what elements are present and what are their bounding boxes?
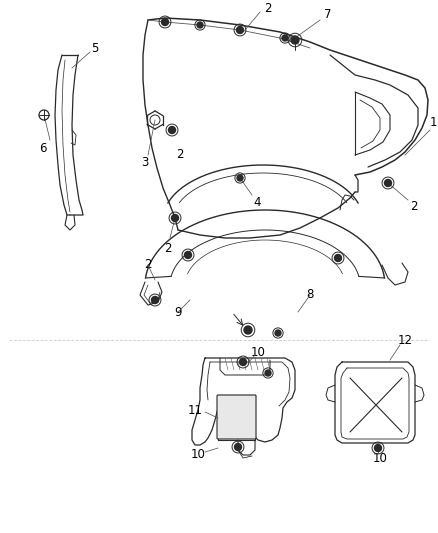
Text: 2: 2 — [144, 259, 152, 271]
Text: 6: 6 — [39, 141, 47, 155]
Text: 1: 1 — [429, 116, 437, 128]
Circle shape — [184, 252, 191, 259]
Circle shape — [162, 19, 169, 26]
FancyBboxPatch shape — [217, 395, 256, 439]
Circle shape — [237, 175, 243, 181]
Circle shape — [275, 330, 281, 336]
Text: 12: 12 — [398, 334, 413, 346]
Text: 2: 2 — [176, 149, 184, 161]
Circle shape — [169, 126, 176, 133]
Circle shape — [240, 359, 247, 366]
Text: 5: 5 — [91, 42, 99, 54]
Text: 2: 2 — [264, 2, 272, 14]
Circle shape — [172, 214, 179, 222]
Text: 9: 9 — [174, 305, 182, 319]
Circle shape — [234, 443, 241, 450]
Text: 2: 2 — [410, 200, 418, 214]
Text: 10: 10 — [191, 448, 205, 462]
Text: 8: 8 — [306, 288, 314, 302]
Text: 10: 10 — [373, 451, 388, 464]
Text: 3: 3 — [141, 157, 148, 169]
Circle shape — [374, 445, 381, 451]
Text: 11: 11 — [187, 403, 202, 416]
Circle shape — [385, 180, 392, 187]
Text: 10: 10 — [251, 345, 265, 359]
Circle shape — [244, 326, 252, 334]
Text: 2: 2 — [164, 241, 172, 254]
Circle shape — [197, 22, 203, 28]
Circle shape — [265, 370, 271, 376]
Circle shape — [282, 35, 288, 41]
Text: 4: 4 — [253, 196, 261, 208]
Circle shape — [152, 296, 159, 303]
Circle shape — [335, 254, 342, 262]
Circle shape — [237, 27, 244, 34]
Text: 7: 7 — [324, 9, 332, 21]
Circle shape — [291, 36, 299, 44]
